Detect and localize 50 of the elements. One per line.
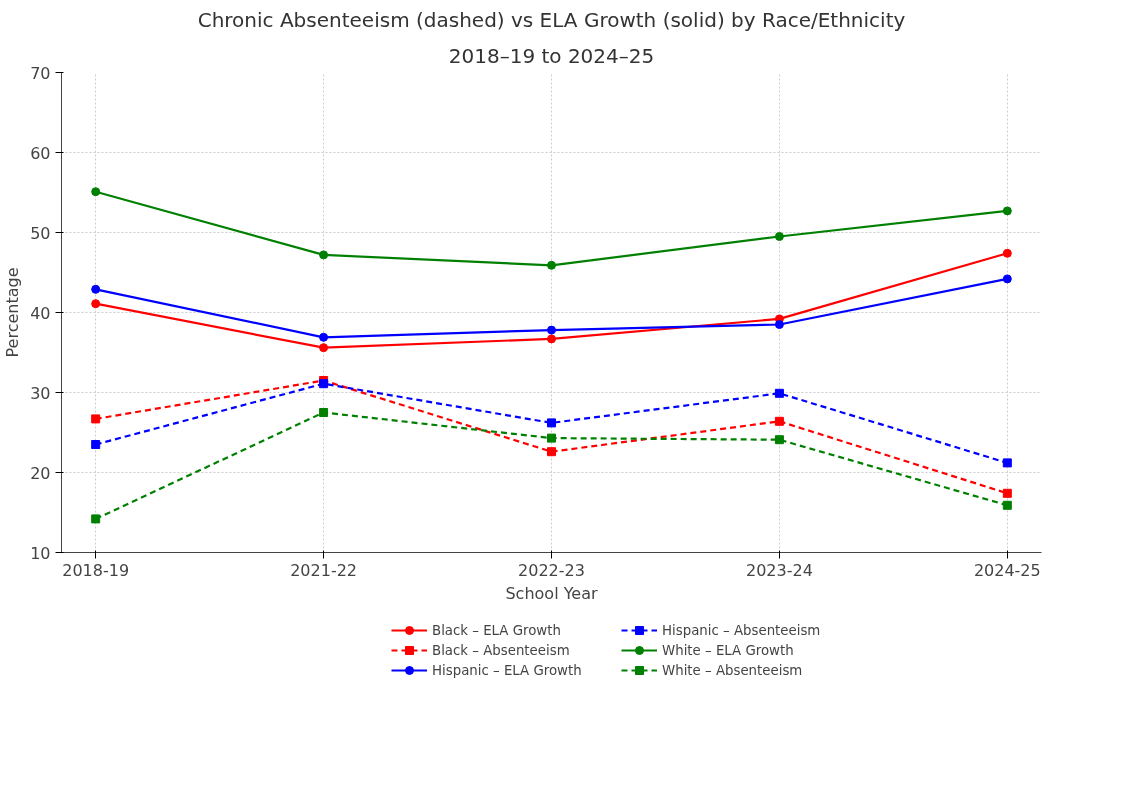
point [91,187,101,197]
legend-label: White – ELA Growth [662,641,794,660]
chart-title: Chronic Absenteeism (dashed) vs ELA Growth (solid) by Race/Ethnicity [197,7,906,32]
point [547,433,556,443]
y-tick-label: 20 [30,463,51,483]
point [774,388,784,398]
point [91,440,101,449]
point [1002,500,1012,510]
point [1002,248,1012,258]
point [319,343,329,353]
point [319,332,329,342]
y-tick-label: 70 [30,63,51,83]
point [1002,274,1012,284]
point [774,320,784,329]
point [91,299,101,309]
point [91,414,101,424]
point [774,416,784,426]
x-tick-label: 2023-24 [745,560,813,580]
point [319,379,329,389]
legend-label: White – Absenteeism [662,661,803,680]
y-tick-label: 50 [30,223,51,243]
x-axis-title: School Year [505,583,598,603]
point [774,435,784,445]
legend-label: Black – Absenteeism [432,641,570,660]
point [547,325,556,335]
legend-label: Black – ELA Growth [432,621,561,640]
y-tick-label: 40 [30,303,51,323]
y-tick-label: 10 [30,543,51,563]
point [1002,488,1012,498]
legend-label: Hispanic – ELA Growth [432,661,582,680]
point [547,260,556,270]
point [91,514,101,524]
x-tick-label: 2018-19 [62,560,130,580]
point [547,334,556,344]
y-tick-label: 60 [30,143,51,163]
x-tick-label: 2024-25 [973,560,1041,580]
x-tick-label: 2022-23 [518,560,585,580]
point [319,250,329,260]
point [1002,458,1012,468]
point [91,284,101,294]
x-tick-label: 2021-22 [290,560,358,580]
y-tick-label: 30 [30,383,51,403]
point [547,418,556,428]
chart-subtitle: 2018–19 to 2024–25 [448,43,655,68]
point [774,232,784,241]
point [1002,206,1012,216]
legend-label: Hispanic – Absenteeism [662,621,821,640]
point [319,408,329,417]
y-axis-title: Percentage [3,267,23,358]
point [547,447,556,457]
